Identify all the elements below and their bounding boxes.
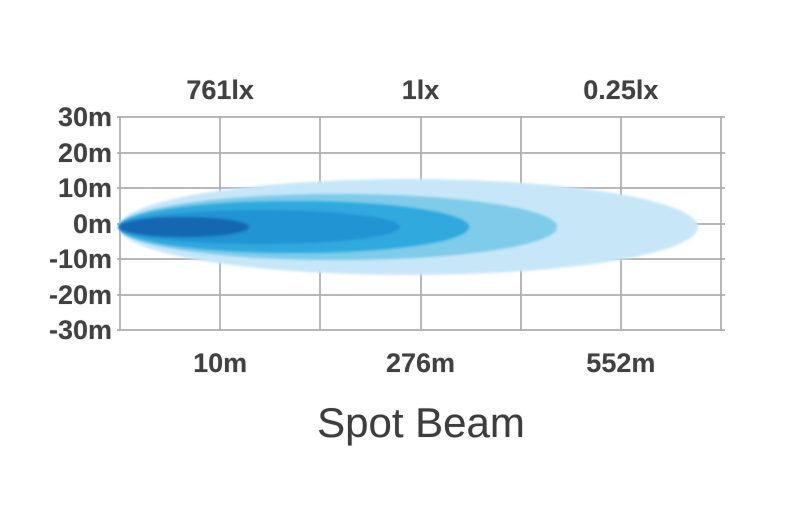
top-axis-label: 761lx [186, 75, 254, 105]
y-axis-tick-label: -10m [48, 244, 112, 274]
bottom-axis-label: 552m [586, 348, 656, 378]
top-axis-label: 0.25lx [583, 75, 659, 105]
gridline-vertical [720, 116, 722, 331]
y-axis-tick-label: -30m [48, 315, 112, 345]
beam-layer-core-761lx-zone [119, 216, 250, 237]
plot-area [117, 116, 725, 331]
y-axis-tick-label: 20m [57, 137, 112, 168]
y-axis-tick-label: 0m [72, 208, 112, 239]
bottom-axis-label: 10m [193, 348, 248, 378]
y-axis-tick-label: 30m [57, 102, 112, 132]
y-axis-tick-label: 10m [57, 173, 112, 203]
bottom-axis-label: 276m [385, 348, 456, 378]
chart-title: Spot Beam [317, 399, 525, 446]
y-axis-tick-label: -20m [48, 279, 112, 310]
top-axis-label: 1lx [401, 75, 440, 105]
